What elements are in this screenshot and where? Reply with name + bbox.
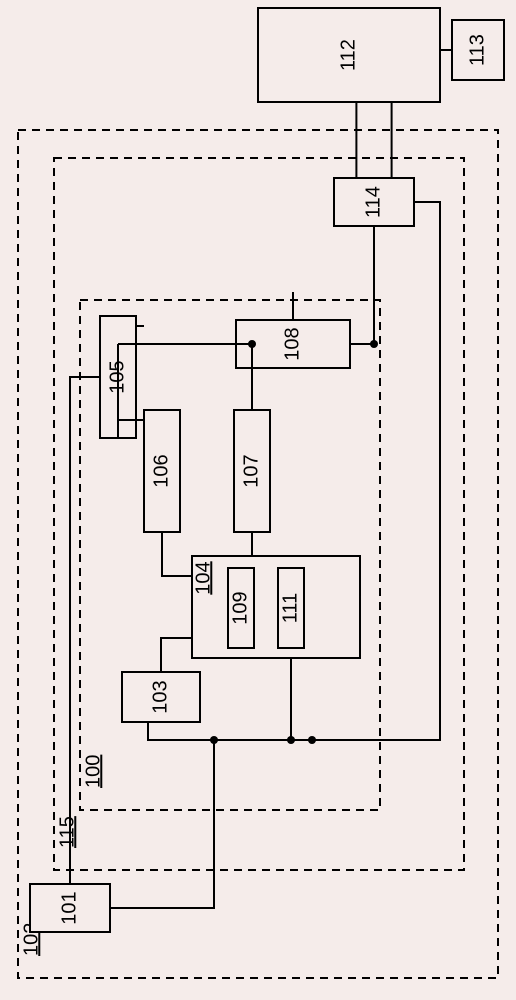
svg-text:115: 115 — [56, 816, 78, 848]
svg-text:114: 114 — [362, 186, 384, 218]
svg-text:112: 112 — [337, 39, 359, 71]
svg-text:107: 107 — [240, 454, 262, 487]
svg-text:103: 103 — [149, 680, 171, 713]
svg-text:109: 109 — [229, 591, 251, 624]
svg-text:111: 111 — [279, 593, 301, 623]
svg-text:113: 113 — [466, 34, 488, 66]
svg-text:104: 104 — [192, 561, 214, 594]
svg-text:101: 101 — [58, 891, 80, 924]
svg-text:108: 108 — [281, 327, 303, 360]
svg-text:100: 100 — [82, 755, 104, 788]
svg-text:106: 106 — [150, 454, 172, 487]
